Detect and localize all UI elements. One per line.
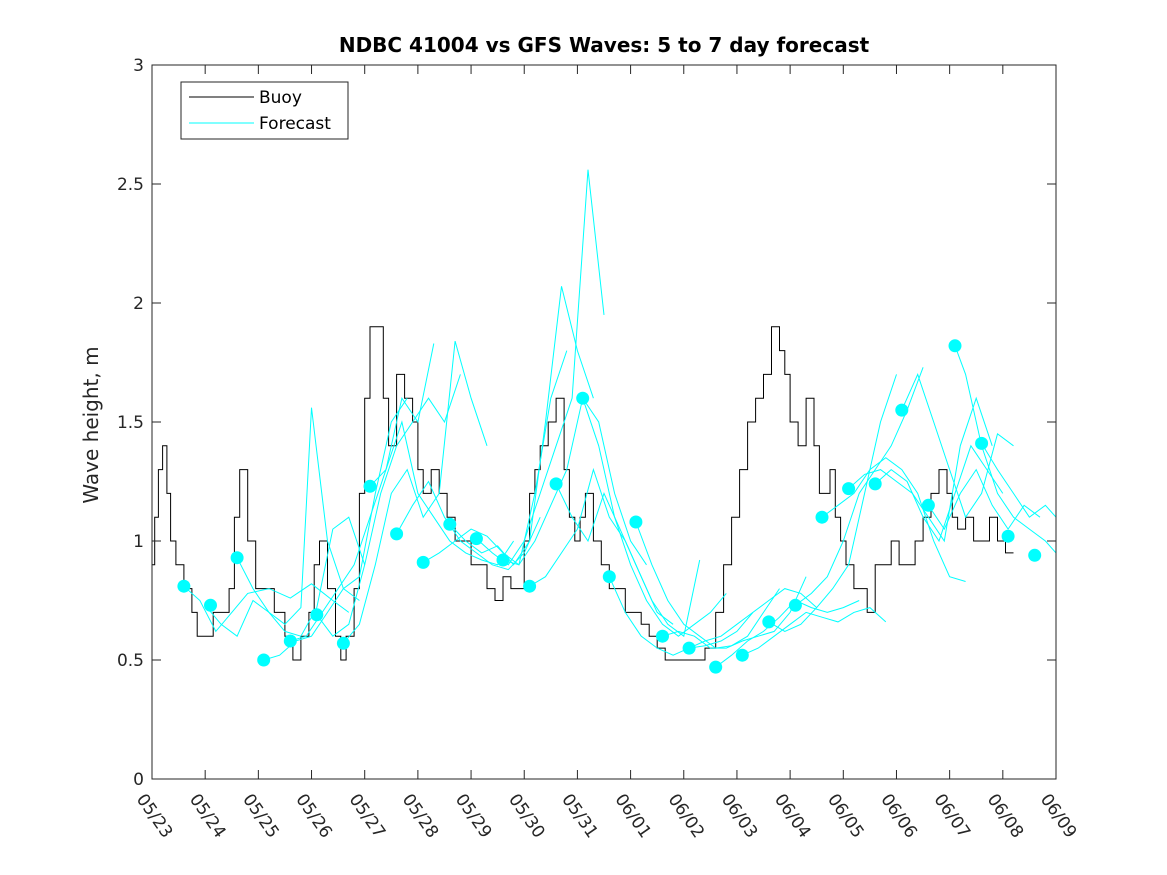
y-tick-label: 2.5 [117, 175, 144, 195]
forecast-line [848, 396, 993, 543]
forecast-point [788, 598, 802, 612]
forecast-line [449, 286, 594, 566]
forecast-line [343, 340, 488, 644]
legend-forecast-label: Forecast [259, 114, 331, 134]
forecast-point [815, 510, 829, 524]
forecast-point [204, 598, 217, 612]
forecast-point [230, 551, 244, 565]
legend-box [180, 81, 349, 140]
plot-markers [177, 339, 1042, 674]
forecast-line [662, 576, 807, 649]
y-tick-label: 3 [133, 56, 144, 76]
y-tick-label: 0 [133, 770, 144, 790]
forecast-point [549, 477, 563, 491]
forecast-point [469, 532, 483, 546]
forecast-line [502, 396, 647, 566]
forecast-line [183, 583, 350, 633]
forecast-point [576, 391, 590, 405]
forecast-line [689, 588, 818, 649]
forecast-line [555, 483, 701, 638]
forecast-line [582, 398, 727, 637]
y-axis-label: Wave height, m [79, 346, 103, 503]
y-tick-label: 1 [133, 532, 144, 552]
forecast-line [635, 521, 780, 649]
forecast-line [874, 444, 1004, 543]
forecast-point [390, 527, 404, 541]
forecast-point [948, 339, 962, 353]
legend: Buoy Forecast [180, 81, 349, 140]
forecast-line [742, 607, 887, 656]
forecast-point [762, 615, 776, 629]
y-tick-label: 2 [133, 294, 144, 314]
forecast-point [177, 579, 191, 593]
forecast-line [422, 350, 568, 566]
forecast-point [283, 634, 297, 648]
forecast-point [1001, 529, 1015, 543]
legend-buoy-label: Buoy [259, 88, 302, 108]
forecast-line [236, 516, 366, 637]
forecast-point [257, 653, 271, 667]
forecast-point [602, 570, 616, 584]
forecast-line [927, 468, 1041, 531]
forecast-point [735, 648, 749, 662]
y-tick-label: 1.5 [117, 413, 144, 433]
forecast-line [263, 397, 408, 661]
forecast-point [363, 479, 377, 493]
forecast-line [901, 373, 1014, 519]
forecast-point [682, 641, 696, 655]
forecast-point [895, 403, 909, 417]
forecast-line [821, 457, 966, 582]
y-ticks: 0 0.5 1 1.5 2 2.5 3 [117, 56, 1056, 790]
forecast-point [336, 636, 350, 650]
forecast-line [290, 343, 435, 642]
forecast-line [608, 576, 754, 656]
forecast-point [496, 553, 510, 567]
forecast-point [310, 608, 324, 622]
forecast-line [981, 443, 1057, 518]
forecast-line [795, 367, 924, 606]
forecast-point [842, 482, 856, 496]
y-tick-label: 0.5 [117, 651, 144, 671]
forecast-point [975, 436, 989, 450]
forecast-line [204, 407, 360, 637]
forecast-line [715, 599, 860, 668]
forecast-line [954, 345, 1057, 554]
forecast-point [921, 498, 935, 512]
forecast-point [656, 629, 669, 643]
forecast-point [629, 515, 643, 529]
forecast-point [443, 517, 457, 531]
forecast-point [1028, 548, 1042, 562]
plot-lines [152, 169, 1057, 668]
forecast-point [868, 477, 882, 491]
forecast-point [523, 579, 537, 593]
forecast-point [709, 660, 723, 674]
forecast-line [768, 374, 897, 632]
forecast-point [416, 555, 430, 569]
forecast-line [316, 374, 461, 637]
chart-title: NDBC 41004 vs GFS Waves: 5 to 7 day fore… [339, 33, 870, 57]
